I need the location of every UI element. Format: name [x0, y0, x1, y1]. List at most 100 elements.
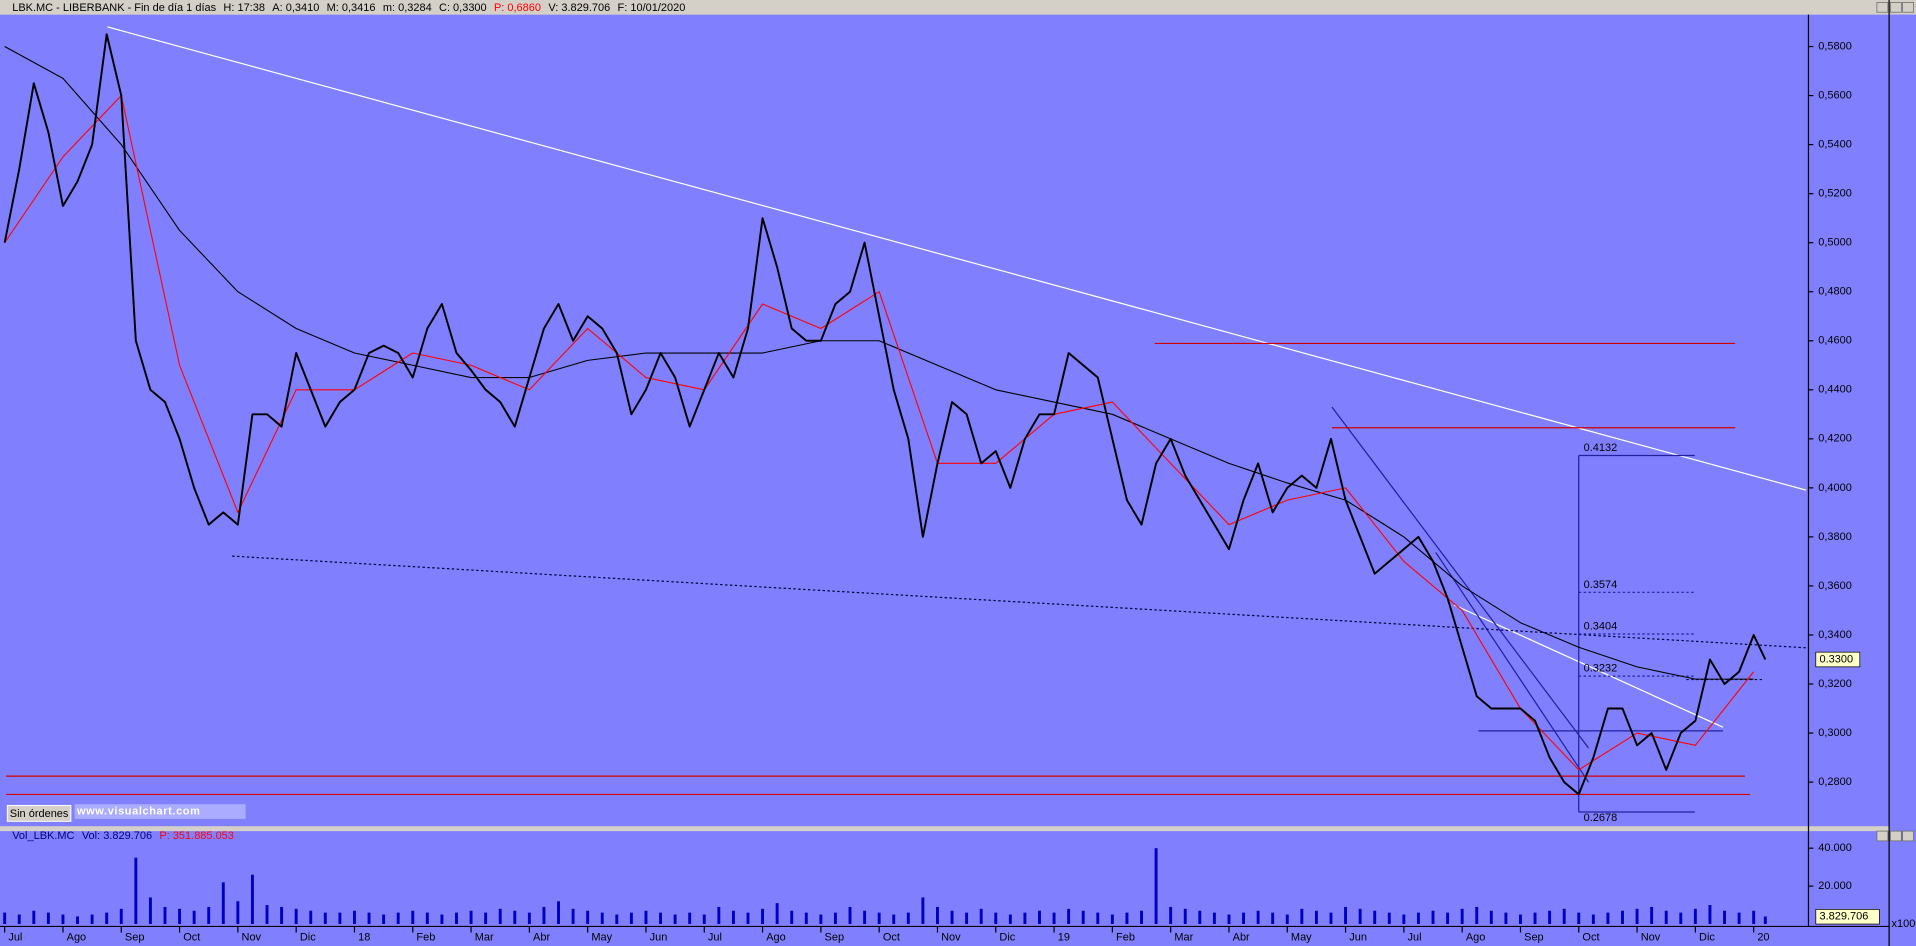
volume-bar [90, 914, 94, 924]
last-volume-box [1815, 909, 1880, 925]
volume-bar [17, 914, 21, 924]
volume-header-text: Vol_LBK.MC Vol: 3.829.706 P: 351.885.053 [12, 830, 234, 842]
x-tick-label: Abr [533, 931, 550, 943]
volume-bar [979, 908, 983, 924]
volume-bar [1548, 910, 1552, 924]
volume-bar [105, 912, 109, 924]
volume-bar [425, 912, 429, 924]
volume-bar [863, 910, 867, 924]
x-tick-label: Jul [1408, 931, 1422, 943]
volume-bar [790, 910, 794, 924]
volume-bar [892, 914, 896, 924]
x-tick-label: Sep [1524, 931, 1544, 943]
header-stat: Vol: 3.829.706 [82, 830, 152, 842]
volume-bar [629, 912, 633, 924]
volume-bar [1460, 908, 1464, 924]
y-tick-label: 0,4800 [1818, 286, 1852, 298]
volume-bar [1125, 912, 1129, 924]
volume-bar [1271, 912, 1275, 924]
header-stat: C: 0,3300 [439, 2, 487, 14]
orders-button[interactable] [6, 804, 72, 822]
volume-bar [1198, 910, 1202, 924]
volume-bar [1096, 912, 1100, 924]
y-tick-label: 0,3800 [1818, 531, 1852, 543]
x-tick-label: Sep [125, 931, 145, 943]
volume-bar [1300, 908, 1304, 924]
volume-bar [1650, 906, 1654, 924]
volume-bar [1737, 912, 1741, 924]
volume-multiplier: x1000 [1892, 918, 1916, 930]
trend-line [1453, 604, 1724, 728]
window-button[interactable] [1902, 2, 1914, 13]
volume-bar [46, 912, 50, 924]
header-stat: H: 17:38 [223, 2, 265, 14]
volume-bar [382, 914, 386, 924]
volume-bar [688, 912, 692, 924]
volume-bar [1621, 910, 1624, 924]
volume-bar [250, 874, 254, 924]
volume-bar [1358, 908, 1362, 924]
volume-bar [1023, 912, 1027, 924]
window-button[interactable] [1889, 830, 1902, 842]
window-button[interactable] [1876, 2, 1889, 13]
volume-bar [1052, 912, 1056, 924]
x-tick-label: Feb [416, 931, 435, 943]
volume-bar [469, 910, 473, 924]
volume-bar [1387, 912, 1391, 924]
volume-bar [1110, 914, 1114, 924]
volume-bar [775, 903, 779, 924]
volume-bar [163, 906, 167, 924]
volume-bar [615, 914, 619, 924]
window-button[interactable] [1876, 830, 1889, 842]
last-price-box [1815, 651, 1861, 668]
volume-bar [76, 916, 80, 924]
x-tick-label: Nov [1641, 931, 1661, 943]
volume-bar [1519, 914, 1522, 924]
volume-bar [309, 910, 313, 924]
volume-bar [1591, 914, 1595, 924]
volume-bar [1344, 906, 1348, 924]
volume-bar [119, 908, 123, 924]
volume-bar [352, 910, 356, 924]
y-tick-label: 0,3400 [1818, 629, 1852, 641]
x-tick-label: Jul [708, 931, 722, 943]
volume-bar [1416, 912, 1420, 924]
x-tick-label: Mar [475, 931, 494, 943]
volume-bar [513, 910, 517, 924]
moving-average [4, 46, 1754, 680]
x-tick-label: Dic [300, 931, 316, 943]
volume-bar [323, 912, 327, 924]
moving-average [4, 95, 1755, 771]
x-tick-label: Feb [1116, 931, 1135, 943]
y-tick-label: 0,5800 [1818, 40, 1852, 52]
x-tick-label: May [591, 931, 612, 943]
volume-bar [367, 912, 371, 924]
volume-bar [1314, 910, 1318, 924]
volume-bar [134, 857, 138, 924]
y-tick-label: 0,4400 [1818, 384, 1852, 396]
orders-button-label[interactable]: Sin órdenes [10, 808, 69, 820]
volume-bar [644, 910, 648, 924]
volume-bar [1533, 912, 1537, 924]
volume-bar [178, 908, 182, 924]
y-tick-label: 20.000 [1818, 880, 1852, 892]
header-title: LBK.MC - LIBERBANK - Fin de día 1 días [12, 2, 216, 14]
fib-label: 0.3574 [1584, 579, 1618, 591]
volume-bar [965, 912, 969, 924]
window-button[interactable] [1889, 2, 1902, 13]
volume-bar [906, 912, 910, 924]
x-tick-label: Ago [1466, 931, 1486, 943]
x-tick-label: Oct [1582, 931, 1599, 943]
volume-bar [1489, 910, 1493, 924]
x-tick-label: 18 [358, 931, 370, 943]
x-tick-label: Jul [8, 931, 22, 943]
volume-bar [1577, 912, 1581, 924]
volume-bar [207, 906, 211, 924]
volume-bar [1256, 910, 1260, 924]
volume-bar [702, 914, 706, 924]
window-button[interactable] [1902, 830, 1914, 842]
volume-bar [1635, 908, 1639, 924]
plot-layer: 0,2800 0,3000 0,3200 0,3400 0,3600 0,3800 0,40… [3, 33, 1916, 943]
volume-bar [921, 897, 925, 924]
volume-bar [1475, 906, 1479, 924]
